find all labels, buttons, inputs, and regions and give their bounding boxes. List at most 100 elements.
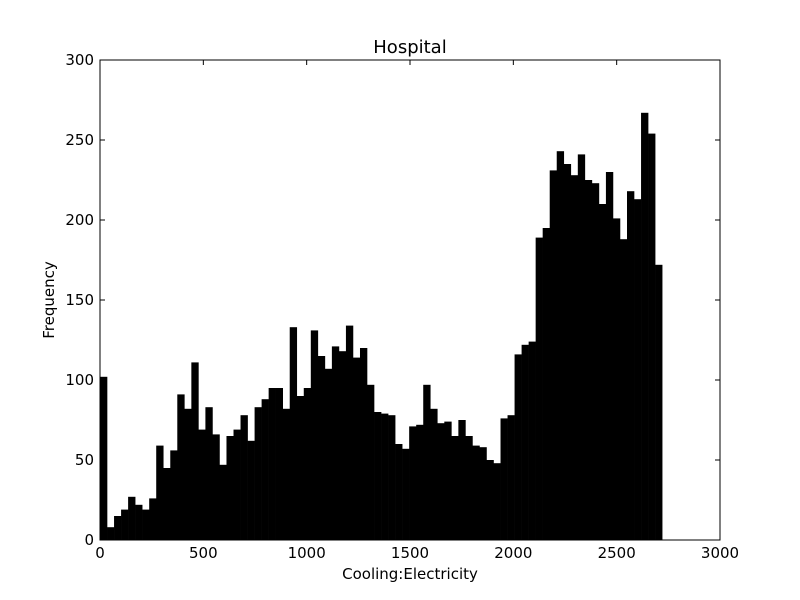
histogram-bar — [303, 388, 312, 540]
histogram-bar — [521, 344, 529, 540]
histogram-bar — [458, 420, 466, 540]
histogram-bar — [570, 175, 579, 540]
histogram-bar — [345, 325, 354, 540]
histogram-bar — [149, 498, 157, 540]
histogram-bar — [163, 468, 171, 540]
histogram-bar — [219, 464, 227, 540]
histogram-bar — [612, 218, 621, 540]
histogram-bar — [465, 436, 473, 540]
histogram-bar — [479, 447, 487, 540]
x-tick-label: 3000 — [701, 544, 739, 562]
histogram-bar — [648, 133, 656, 540]
histogram-bar — [507, 415, 515, 540]
histogram-bar — [128, 496, 136, 540]
x-tick-label: 0 — [95, 544, 105, 562]
x-tick-label: 1000 — [288, 544, 326, 562]
histogram-bar — [388, 415, 396, 540]
histogram-bar — [641, 112, 649, 541]
histogram-bar — [451, 436, 459, 540]
histogram-bar — [542, 228, 551, 540]
histogram-bar — [240, 415, 248, 540]
histogram-bar — [317, 356, 326, 540]
histogram-bar — [226, 436, 234, 540]
histogram-bar — [437, 423, 445, 540]
y-tick-label: 0 — [84, 531, 94, 549]
histogram-bar — [170, 450, 178, 540]
y-tick-label: 200 — [65, 211, 94, 229]
histogram-bar — [486, 460, 494, 540]
histogram-bar — [114, 516, 122, 540]
histogram-bar — [296, 396, 305, 540]
histogram-bar — [500, 418, 508, 540]
y-axis-ticks: 0 50 100 150 200 250 300 — [65, 51, 720, 549]
histogram-bar — [282, 408, 291, 540]
histogram-bar — [430, 408, 438, 540]
y-tick-label: 150 — [65, 291, 94, 309]
histogram-bar — [177, 394, 185, 540]
histogram-bar — [634, 199, 642, 540]
histogram-bar — [416, 424, 424, 540]
y-tick-label: 100 — [65, 371, 94, 389]
y-tick-label: 50 — [75, 451, 94, 469]
histogram-bar — [619, 239, 628, 540]
histogram-bar — [367, 384, 375, 540]
histogram-bar — [395, 444, 403, 540]
histogram-bar — [598, 204, 607, 540]
histogram-bar — [310, 330, 319, 540]
histogram-bar — [100, 376, 108, 540]
histogram-bar — [374, 412, 382, 540]
histogram-bars — [100, 112, 663, 541]
histogram-bar — [184, 408, 192, 540]
histogram-bar — [514, 354, 522, 540]
histogram-bar — [584, 180, 593, 540]
histogram-bar — [591, 183, 600, 540]
histogram-bar — [247, 440, 255, 540]
x-tick-label: 1500 — [391, 544, 429, 562]
histogram-bar — [563, 164, 572, 540]
histogram-bar — [444, 421, 452, 540]
histogram-bar — [627, 191, 635, 540]
x-axis-ticks: 0 500 1000 1500 2000 2500 3000 — [95, 60, 739, 562]
y-tick-label: 250 — [65, 131, 94, 149]
histogram-bar — [605, 172, 614, 540]
y-tick-label: 300 — [65, 51, 94, 69]
histogram-bar — [402, 448, 410, 540]
histogram-bar — [261, 399, 269, 540]
histogram-bar — [549, 170, 558, 540]
histogram-bar — [254, 407, 262, 540]
histogram-bar — [205, 407, 213, 540]
histogram-bar — [493, 463, 501, 540]
histogram-bar — [191, 362, 199, 540]
histogram-bar — [289, 327, 298, 540]
histogram-bar — [338, 351, 347, 540]
histogram-bar — [528, 341, 536, 540]
histogram-bar — [275, 388, 283, 540]
histogram-bar — [352, 357, 361, 540]
histogram-bar — [324, 368, 333, 540]
histogram-bar — [331, 346, 340, 540]
histogram-bar — [142, 509, 150, 540]
histogram-bar — [556, 151, 565, 540]
histogram-bar — [409, 426, 417, 540]
histogram-bar — [233, 429, 241, 540]
x-tick-label: 2000 — [494, 544, 532, 562]
histogram-bar — [268, 388, 276, 540]
histogram-bar — [135, 504, 143, 540]
histogram-bar — [156, 445, 164, 540]
y-axis-label: Frequency — [40, 261, 58, 339]
histogram-bar — [577, 154, 586, 540]
histogram-bar — [359, 348, 368, 540]
histogram-bar — [423, 384, 431, 540]
x-axis-label: Cooling:Electricity — [342, 565, 478, 583]
histogram-bar — [107, 527, 115, 540]
x-tick-label: 500 — [189, 544, 218, 562]
histogram-bar — [121, 509, 129, 540]
chart-title: Hospital — [373, 37, 446, 58]
histogram-bar — [198, 429, 206, 540]
histogram-bar — [535, 237, 543, 540]
histogram-bar — [381, 413, 389, 540]
histogram-bar — [212, 434, 220, 540]
x-tick-label: 2500 — [598, 544, 636, 562]
histogram-bar — [655, 264, 663, 540]
